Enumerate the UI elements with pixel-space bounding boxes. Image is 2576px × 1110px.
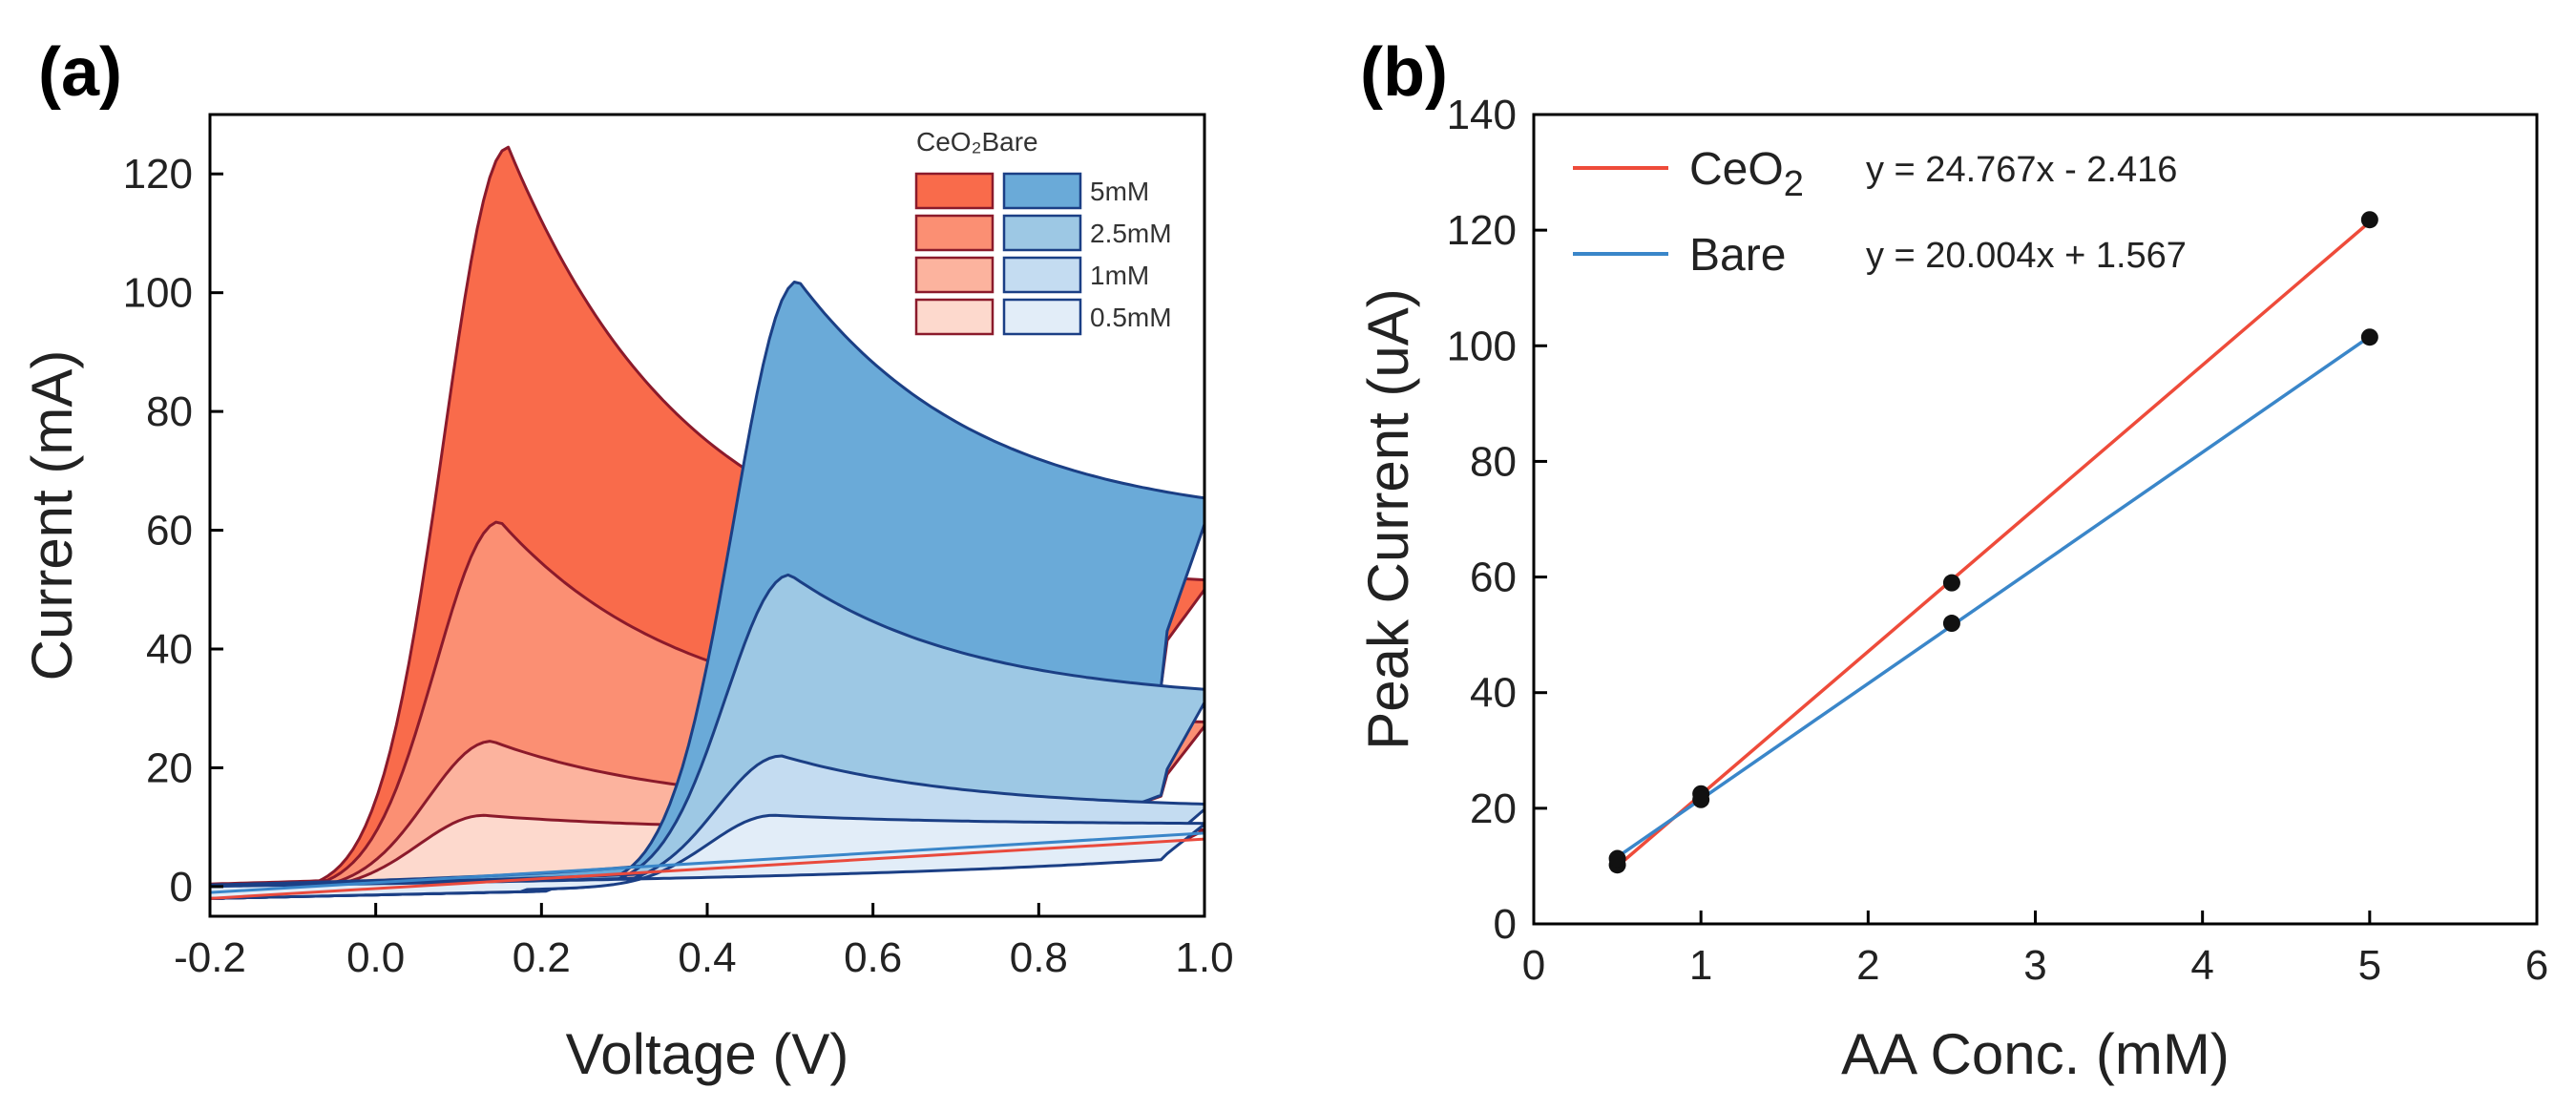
legend-name-bare: Bare: [1689, 230, 1786, 281]
panel-a-plot-area: [210, 145, 1204, 900]
data-point-bare: [1942, 615, 1960, 633]
x-tick-label-b: 0: [1522, 942, 1545, 989]
x-tick-label-a: 0.8: [1010, 934, 1068, 981]
x-tick-label-a: 0.2: [513, 934, 571, 981]
baseline-ceo2: [210, 837, 1204, 900]
curve-bare-0.5mm: [210, 813, 1204, 900]
x-tick-label-b: 5: [2358, 942, 2381, 989]
legend-equation-bare: y = 20.004x + 1.567: [1866, 236, 2187, 276]
legend-swatch-bare: [1002, 298, 1082, 336]
x-tick-label-b: 1: [1689, 942, 1712, 989]
y-tick-label-b: 60: [1470, 555, 1517, 601]
legend-swatch-bare: [1002, 256, 1082, 294]
x-tick-label-a: 0.4: [678, 934, 736, 981]
legend-name-ceo2: CeO2: [1689, 144, 1804, 204]
legend-entry-a: 0.5mM: [1090, 303, 1172, 332]
x-tick-label-b: 4: [2190, 942, 2213, 989]
legend-entry-a: 2.5mM: [1090, 219, 1172, 248]
y-tick-label-a: 80: [146, 388, 193, 435]
legend-swatch-ceo2: [914, 256, 995, 294]
x-tick-label-b: 3: [2023, 942, 2046, 989]
panel-a-label: (a): [38, 34, 122, 111]
y-tick-label-a: 60: [146, 508, 193, 555]
y-tick-label-a: 40: [146, 626, 193, 673]
y-tick-label-b: 20: [1470, 785, 1517, 832]
legend-name-text: CeO: [1689, 144, 1784, 195]
data-point-bare: [2360, 328, 2378, 346]
y-tick-label-b: 0: [1494, 901, 1517, 948]
y-axis-title-b: Peak Current (uA): [1356, 288, 1420, 750]
fit-line-ceo2: [1616, 220, 2371, 868]
legend-equation-ceo2: y = 24.767x - 2.416: [1866, 150, 2177, 190]
y-tick-label-b: 140: [1447, 92, 1517, 138]
y-tick-label-a: 120: [123, 151, 193, 198]
y-tick-label-a: 100: [123, 270, 193, 317]
panel-a-voltammogram: (a) -0.2 0.0 0.2 0.4 0.6 0.8 1.0 0 20 40 60 80 100 120…: [20, 34, 1234, 1086]
x-tick-label-a: 0.0: [346, 934, 405, 981]
y-tick-label-b: 120: [1447, 207, 1517, 254]
legend-swatch-ceo2: [914, 172, 995, 210]
x-tick-label-b: 2: [1856, 942, 1879, 989]
legend-swatch-bare: [1002, 172, 1082, 210]
legend-header-a: CeO₂Bare: [916, 127, 1038, 157]
y-tick-label-b: 40: [1470, 670, 1517, 717]
data-point-bare: [1608, 849, 1626, 868]
data-point-bare: [1692, 790, 1710, 808]
legend-swatch-ceo2: [914, 214, 995, 252]
y-tick-label-a: 0: [170, 864, 193, 911]
legend-swatch-bare: [1002, 214, 1082, 252]
x-tick-label-a: 0.6: [844, 934, 902, 981]
x-tick-label-b: 6: [2525, 942, 2548, 989]
x-axis-title-a: Voltage (V): [566, 1022, 849, 1086]
x-tick-label-a: 1.0: [1175, 934, 1233, 981]
legend-subscript: 2: [1784, 164, 1804, 204]
y-axis-title-a: Current (mA): [20, 350, 84, 681]
y-tick-label-b: 100: [1447, 323, 1517, 369]
data-point-ceo2: [2360, 211, 2378, 229]
data-point-ceo2: [1942, 574, 1960, 592]
y-tick-label-a: 20: [146, 744, 193, 791]
baseline-bare: [210, 831, 1204, 894]
legend-entry-a: 5mM: [1090, 177, 1149, 206]
legend-name-text: Bare: [1689, 230, 1786, 281]
x-axis-title-b: AA Conc. (mM): [1841, 1022, 2230, 1086]
legend-entry-a: 1mM: [1090, 261, 1149, 290]
legend-swatch-ceo2: [914, 298, 995, 336]
x-tick-label-a: -0.2: [174, 934, 246, 981]
fit-line-bare: [1616, 335, 2371, 859]
panel-b-label: (b): [1360, 34, 1448, 111]
y-tick-label-b: 80: [1470, 438, 1517, 485]
